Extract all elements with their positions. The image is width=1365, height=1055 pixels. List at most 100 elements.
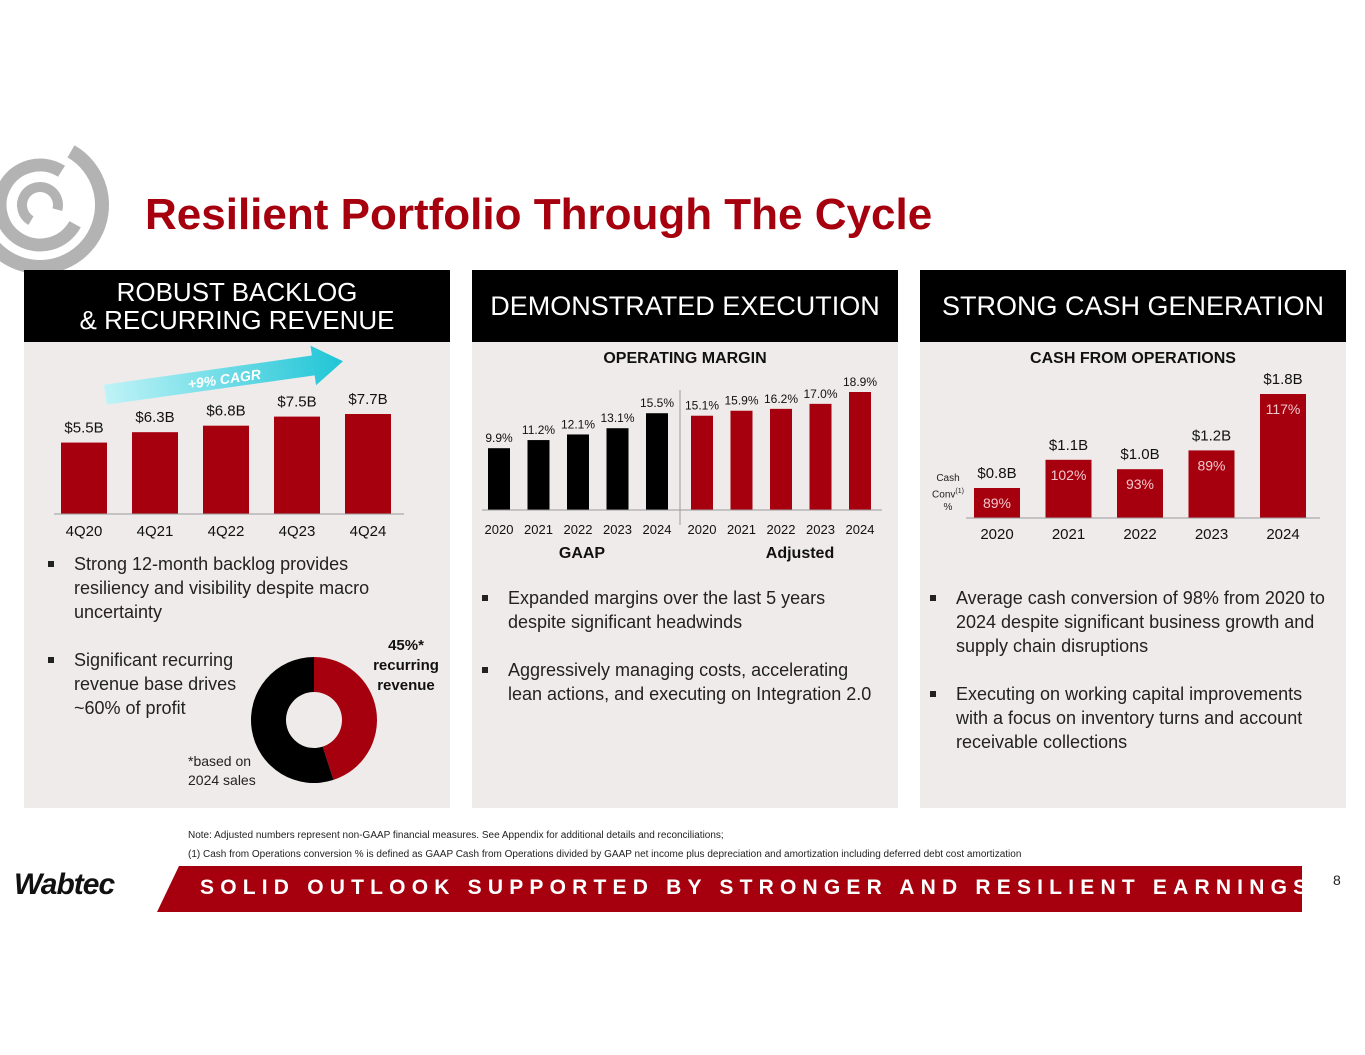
backlog-bullet: Strong 12-month backlog provides resilie… [38,552,428,624]
cash-category-label: 2023 [1195,526,1228,543]
footnote-1: (1) Cash from Operations conversion % is… [188,849,1022,860]
execution-bullet: Aggressively managing costs, acceleratin… [472,658,882,706]
backlog-category-label: 4Q23 [279,523,316,540]
execution-bullet: Expanded margins over the last 5 years d… [472,586,882,634]
margin-category-label: 2021 [727,522,756,537]
donut-note: *based on 2024 sales [188,753,256,788]
margin-category-label: 2021 [524,522,553,537]
footnote-note: Note: Adjusted numbers represent non-GAA… [188,830,724,841]
margin-category-label: 2023 [603,522,632,537]
backlog-value-label: $6.3B [135,409,174,426]
cash-category-label: 2020 [980,526,1013,543]
recurring-revenue-donut [251,657,377,783]
backlog-category-label: 4Q21 [137,523,174,540]
cash-category-label: 2021 [1052,526,1085,543]
margin-bar [730,410,753,510]
backlog-value-label: $5.5B [64,420,103,437]
footer-tagline: SOLID OUTLOOK SUPPORTED BY STRONGER AND … [200,876,1314,899]
margin-category-label: 2020 [688,522,717,537]
cash-bar [1260,394,1306,518]
margin-bar [567,434,589,510]
backlog-value-label: $6.8B [206,403,245,420]
cash-from-operations-title: CASH FROM OPERATIONS [1030,350,1236,367]
cash-category-label: 2022 [1123,526,1156,543]
backlog-bullet: Significant recurring revenue base drive… [38,648,274,720]
margin-bar [646,413,668,510]
brand-logo: Wabtec [14,868,115,901]
backlog-header-line2: & RECURRING REVENUE [79,305,395,335]
cash-conversion-label: 102% [1051,467,1087,483]
backlog-bar [203,425,249,514]
donut-slice [251,657,334,783]
margin-bar [606,428,629,510]
panel-backlog-header: ROBUST BACKLOG & RECURRING REVENUE [24,270,450,342]
cash-bullets: Average cash conversion of 98% from 2020… [920,586,1330,778]
cash-bar [974,488,1020,518]
backlog-bar [345,414,391,514]
backlog-category-label: 4Q24 [350,523,387,540]
operating-margin-title: OPERATING MARGIN [603,350,767,367]
margin-value-label: 9.9% [485,431,513,445]
cash-conversion-label: 89% [1197,457,1225,473]
margin-bar [849,392,871,510]
margin-value-label: 12.1% [561,417,595,431]
cash-from-operations-chart: $0.8B 89% 2020 $1.1B 102% 2021 $1.0B 93% 2022 $1.… [966,371,1320,543]
panel-cash-header: STRONG CASH GENERATION [920,270,1346,342]
backlog-chart: $5.5B 4Q20 $6.3B 4Q21 $6.8B 4Q22 $7.5B 4Q23 $7.7… [54,345,404,540]
adjusted-group-label: Adjusted [766,545,834,562]
cash-bar [1117,469,1163,518]
margin-value-label: 18.9% [843,375,877,389]
margin-category-label: 2023 [806,522,835,537]
margin-value-label: 16.2% [764,392,798,406]
cash-conv-row-label: Cash Conv(1) % [920,472,976,514]
donut-slice [314,657,377,780]
logo-mark-icon [0,136,109,274]
cash-value-label: $1.0B [1120,446,1159,463]
backlog-value-label: $7.5B [277,394,316,411]
donut-label: 45%* recurring revenue [373,637,439,694]
margin-category-label: 2020 [485,522,514,537]
cash-value-label: $1.1B [1049,437,1088,454]
backlog-bar [274,416,320,514]
backlog-header-line1: ROBUST BACKLOG [116,277,358,307]
margin-bar [691,415,713,510]
margin-category-label: 2022 [767,522,796,537]
backlog-bar [132,432,178,514]
backlog-bullets: Strong 12-month backlog provides resilie… [38,552,428,744]
margin-value-label: 15.9% [724,394,758,408]
margin-bar [527,440,550,510]
cash-conversion-label: 89% [983,495,1011,511]
cash-value-label: $0.8B [977,465,1016,482]
cash-bar [1188,450,1235,518]
margin-value-label: 11.2% [522,423,555,437]
margin-category-label: 2024 [846,522,875,537]
cash-conversion-label: 117% [1266,401,1301,417]
cash-conversion-label: 93% [1126,476,1154,492]
footer-banner [157,866,1302,912]
cash-category-label: 2024 [1266,526,1299,543]
margin-bar [770,408,792,510]
panel-cash: STRONG CASH GENERATION CASH FROM OPERATI… [920,270,1346,808]
cash-value-label: $1.8B [1263,371,1302,388]
backlog-category-label: 4Q20 [66,523,103,540]
cash-value-label: $1.2B [1192,427,1231,444]
margin-value-label: 17.0% [803,387,837,401]
margin-value-label: 15.5% [640,396,674,410]
margin-value-label: 13.1% [600,411,634,425]
backlog-bar [61,442,107,514]
page-number: 8 [1333,872,1341,888]
execution-bullets: Expanded margins over the last 5 years d… [472,586,882,730]
margin-bar [488,448,510,510]
cash-conv-footnote-ref: (1) [955,488,964,495]
margin-category-label: 2022 [564,522,593,537]
cash-bullet: Executing on working capital improvement… [920,682,1330,754]
margin-value-label: 15.1% [685,399,719,413]
operating-margin-chart: 9.9% 2020 11.2% 2021 12.1% 2022 13.1% 2023 15.5%… [482,375,882,562]
cash-conv-label-1: Cash [936,473,960,484]
cash-bar [1045,459,1092,518]
panel-backlog: ROBUST BACKLOG & RECURRING REVENUE $5.5B… [24,270,450,808]
cash-conv-label-3: % [943,502,953,514]
backlog-category-label: 4Q22 [208,523,245,540]
panel-execution: DEMONSTRATED EXECUTION OPERATING MARGIN … [472,270,898,808]
cash-bullet: Average cash conversion of 98% from 2020… [920,586,1330,658]
